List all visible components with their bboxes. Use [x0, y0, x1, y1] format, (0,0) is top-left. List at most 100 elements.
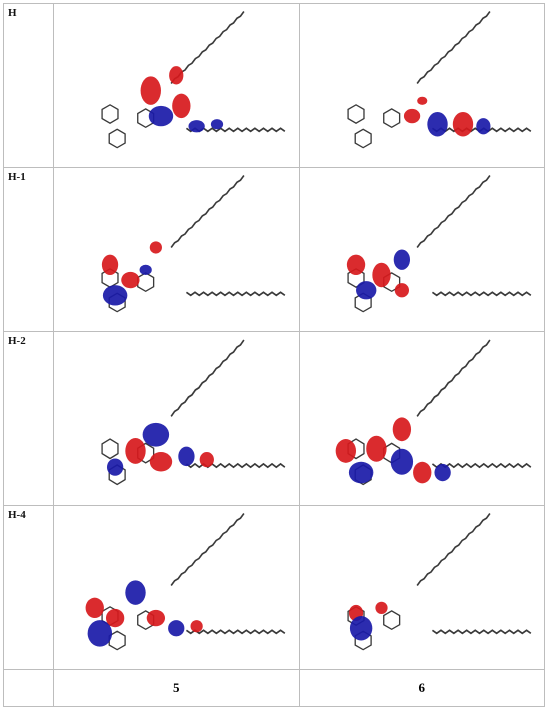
orbital-lobe-positive: [335, 439, 356, 463]
orbital-lobe-positive: [85, 597, 104, 619]
orbital-image-5-h4: [53, 505, 300, 670]
compound-label-5: 5: [53, 669, 300, 707]
molecule-structure: [101, 339, 286, 486]
row-label: H-2: [3, 331, 54, 506]
orbital-lobe-negative: [390, 448, 413, 475]
orbital-lobe-positive: [149, 241, 162, 254]
table-row: 5 6: [3, 669, 545, 707]
orbital-image-5-h2: [53, 331, 300, 506]
orbital-lobe-positive: [394, 283, 409, 298]
alkyl-chain-upper: [416, 513, 491, 586]
empty-cell: [3, 669, 54, 707]
aromatic-ring: [101, 438, 119, 460]
orbital-lobe-positive: [403, 108, 420, 124]
orbital-lobe-positive: [190, 620, 203, 633]
orbital-lobe-negative: [106, 458, 124, 476]
alkyl-chain-upper: [170, 175, 245, 248]
aromatic-ring: [137, 272, 155, 293]
alkyl-chain-upper: [170, 339, 245, 417]
molecule-structure: [346, 11, 531, 149]
orbital-image-6-h4: [298, 505, 545, 670]
orbital-lobe-negative: [210, 119, 224, 130]
orbital-lobe-positive: [371, 262, 391, 288]
orbital-lobe-negative: [349, 616, 372, 641]
molecule-structure: [346, 175, 531, 313]
orbital-image-5-h1: [53, 167, 300, 332]
orbital-lobe-positive: [149, 452, 173, 472]
alkyl-chain-upper: [170, 513, 245, 586]
orbital-lobe-positive: [365, 435, 387, 462]
orbital-lobe-positive: [125, 437, 146, 464]
molecule-structure: [335, 339, 531, 486]
aromatic-ring: [346, 104, 365, 124]
compound-label-6: 6: [298, 669, 545, 707]
orbital-table: H H-1 H-2 H-4 5 6: [3, 3, 545, 707]
row-label: H: [3, 3, 54, 168]
orbital-lobe-negative: [87, 620, 113, 647]
orbital-lobe-negative: [142, 422, 170, 447]
orbital-lobe-positive: [140, 76, 161, 105]
molecule-6-h-figure: [346, 11, 531, 149]
orbital-lobe-positive: [392, 417, 411, 442]
orbital-lobe-positive: [101, 254, 119, 275]
aromatic-ring: [346, 268, 365, 288]
molecule-5-h4-figure: [85, 513, 286, 651]
orbital-lobe-positive: [346, 254, 365, 275]
molecule-structure: [346, 513, 531, 651]
molecule-6-h1-figure: [346, 175, 531, 313]
orbital-image-6-h2: [298, 331, 545, 506]
orbital-lobe-negative: [125, 580, 146, 605]
table-row: H-2: [3, 331, 545, 506]
table-row: H: [3, 3, 545, 168]
table-row: H-1: [3, 167, 545, 332]
alkyl-chain-upper: [170, 11, 245, 84]
orbital-lobe-positive: [374, 601, 388, 614]
orbital-lobe-positive: [169, 66, 184, 85]
row-label: H-1: [3, 167, 54, 332]
molecule-5-h2-figure: [101, 339, 286, 486]
orbital-lobe-negative: [426, 111, 448, 137]
row-label: H-4: [3, 505, 54, 670]
orbital-image-6-h: [298, 3, 545, 168]
orbital-lobe-positive: [416, 96, 427, 105]
molecule-5-h-figure: [101, 11, 286, 149]
orbital-lobe-positive: [121, 271, 140, 289]
orbital-lobe-positive: [199, 452, 214, 468]
orbital-lobe-negative: [102, 285, 128, 306]
molecule-6-h4-figure: [346, 513, 531, 651]
alkyl-chain-upper: [416, 11, 491, 84]
orbital-lobe-negative: [178, 446, 195, 467]
molecule-structure: [85, 513, 286, 651]
aromatic-ring: [354, 128, 372, 149]
molecule-6-h2-figure: [335, 339, 531, 486]
orbital-lobe-negative: [348, 461, 373, 484]
orbital-lobe-negative: [433, 463, 451, 482]
orbital-lobe-positive: [146, 609, 166, 627]
orbital-lobe-negative: [148, 105, 174, 127]
orbital-lobe-negative: [168, 620, 185, 637]
molecule-structure: [101, 175, 286, 313]
aromatic-ring: [101, 104, 119, 124]
orbital-lobe-positive: [172, 93, 191, 119]
aromatic-ring: [382, 610, 400, 631]
orbital-lobe-positive: [105, 608, 125, 628]
orbital-image-5-h: [53, 3, 300, 168]
alkyl-chain-lower: [431, 291, 531, 297]
alkyl-chain-lower: [431, 462, 531, 469]
orbital-lobe-negative: [355, 281, 376, 300]
orbital-lobe-positive: [412, 461, 431, 484]
alkyl-chain-upper: [416, 175, 491, 248]
orbital-image-6-h1: [298, 167, 545, 332]
orbital-lobe-positive: [452, 111, 473, 137]
orbital-lobe-negative: [188, 120, 205, 133]
orbital-lobe-negative: [475, 118, 491, 135]
alkyl-chain-lower: [185, 462, 286, 469]
orbital-lobe-negative: [393, 249, 410, 270]
alkyl-chain-lower: [431, 629, 531, 635]
alkyl-chain-upper: [416, 339, 491, 417]
table-row: H-4: [3, 505, 545, 670]
alkyl-chain-lower: [185, 629, 286, 635]
aromatic-ring: [382, 108, 400, 129]
orbital-lobe-negative: [139, 264, 152, 275]
alkyl-chain-lower: [185, 291, 286, 297]
